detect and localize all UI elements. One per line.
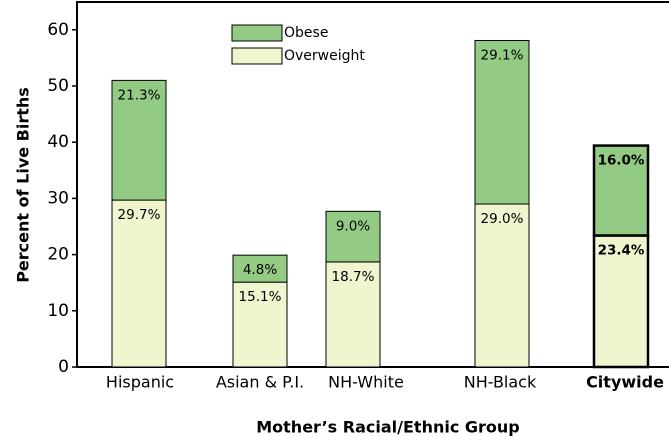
bar-segment [592,144,650,237]
bar-segment [232,281,288,368]
value-label: 23.4% [598,242,645,258]
legend-swatch [231,47,283,65]
value-label: 4.8% [243,262,277,278]
bar-segment [325,261,381,368]
bar-segment [474,39,530,205]
y-tick-label: 30 [47,188,69,208]
y-tick-label: 60 [47,20,69,40]
x-tick-label: Asian & P.I. [216,373,304,392]
y-tick-label: 10 [47,301,69,321]
bar-segment [111,199,167,368]
value-label: 29.0% [481,211,524,227]
legend-swatch [231,24,283,42]
x-tick-label: NH-Black [464,373,537,392]
bar-segment [111,79,167,201]
value-label: 18.7% [332,269,375,285]
x-tick-label: Citywide [586,373,664,392]
value-label: 21.3% [118,87,161,103]
bar-segment [325,210,381,263]
value-label: 9.0% [336,218,370,234]
x-tick-label: NH-White [328,373,404,392]
bar-segment [232,254,288,283]
x-axis-label: Mother’s Racial/Ethnic Group [256,418,520,437]
value-label: 29.7% [118,207,161,223]
value-label: 29.1% [481,47,524,63]
value-label: 15.1% [239,289,282,305]
y-axis-label: Percent of Live Births [14,87,33,283]
legend-label: Obese [284,25,328,41]
y-tick-label: 50 [47,76,69,96]
x-tick-label: Hispanic [106,373,174,392]
value-label: 16.0% [598,153,645,169]
y-tick-label: 20 [47,245,69,265]
y-tick-label: 0 [58,357,69,377]
legend-label: Overweight [284,48,365,64]
bar-segment [474,203,530,368]
y-tick-label: 40 [47,132,69,152]
